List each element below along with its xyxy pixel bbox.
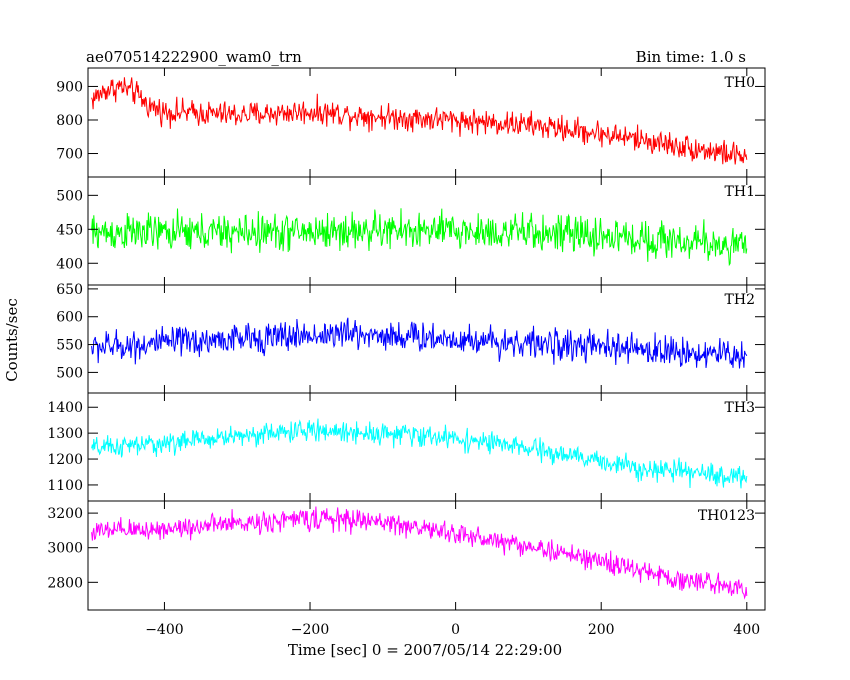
panel-th0123: 2800 3000 3200 TH0123 xyxy=(47,500,766,611)
x-tick-label: 0 xyxy=(451,622,460,638)
chart-title: ae070514222900_wam0_trn xyxy=(86,48,302,66)
y-tick-label: 1200 xyxy=(47,452,83,468)
panel-label-th2: TH2 xyxy=(725,292,755,308)
y-axis-label: Counts/sec xyxy=(3,298,21,382)
panel-label-th3: TH3 xyxy=(725,400,755,416)
panel-th2: 500 550 600 650 TH2 xyxy=(56,282,766,394)
panel-th0: 700 800 900 TH0 xyxy=(56,67,766,178)
panel-th1: 400 450 500 TH1 xyxy=(56,176,766,286)
panel-group: 700 800 900 TH0 400 450 500 TH1 500 550 600 650 TH2 1… xyxy=(47,67,766,611)
x-tick-label: 400 xyxy=(733,622,760,638)
y-tick-label: 600 xyxy=(56,310,83,326)
series-line-th0 xyxy=(91,77,748,165)
y-tick-label: 450 xyxy=(56,222,83,238)
y-tick-label: 550 xyxy=(56,338,83,354)
x-axis: −400 −200 0 200 400 xyxy=(145,622,760,638)
series-line-th2 xyxy=(91,317,748,369)
y-tick-label: 800 xyxy=(56,113,83,129)
y-tick-label: 3200 xyxy=(47,506,83,522)
panel-th3: 1100 1200 1300 1400 TH3 xyxy=(47,392,766,502)
y-tick-label: 1400 xyxy=(47,400,83,416)
panel-frame xyxy=(87,500,766,611)
x-tick-label: −400 xyxy=(145,622,183,638)
y-tick-label: 500 xyxy=(56,365,83,381)
y-tick-label: 1300 xyxy=(47,426,83,442)
y-tick-label: 900 xyxy=(56,79,83,95)
y-tick-label: 2800 xyxy=(47,575,83,591)
y-tick-label: 500 xyxy=(56,188,83,204)
y-tick-label: 3000 xyxy=(47,541,83,557)
panel-label-th0: TH0 xyxy=(725,75,755,91)
panel-frame xyxy=(87,392,766,502)
bin-time-label: Bin time: 1.0 s xyxy=(636,48,746,66)
y-tick-label: 650 xyxy=(56,282,83,298)
y-tick-label: 700 xyxy=(56,147,83,163)
x-axis-label: Time [sec] 0 = 2007/05/14 22:29:00 xyxy=(288,641,562,659)
series-line-th1 xyxy=(91,208,748,267)
series-line-th0123 xyxy=(91,506,748,600)
y-tick-label: 400 xyxy=(56,256,83,272)
y-tick-label: 1100 xyxy=(47,478,83,494)
x-tick-label: 200 xyxy=(588,622,615,638)
panel-label-th0123: TH0123 xyxy=(698,508,755,524)
series-line-th3 xyxy=(91,418,748,489)
panel-label-th1: TH1 xyxy=(725,184,755,200)
x-tick-label: −200 xyxy=(291,622,329,638)
